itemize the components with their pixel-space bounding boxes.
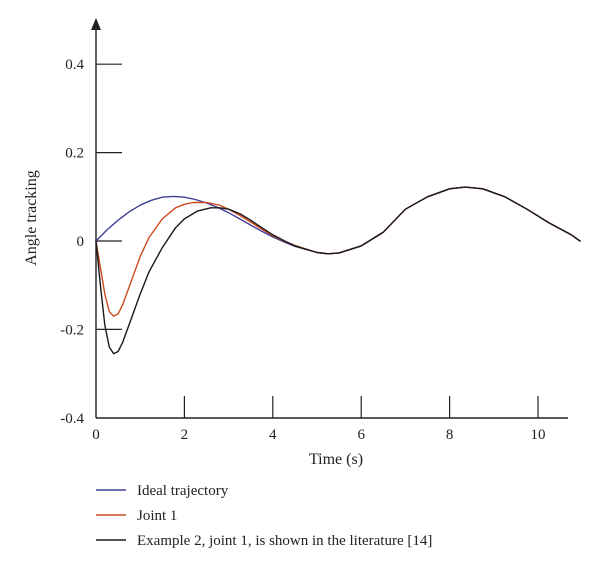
- y-ticks: -0.4 -0.2 0 0.2 0.4: [60, 57, 122, 427]
- x-tick-label: 0: [92, 427, 100, 443]
- x-tick-label: 10: [531, 427, 546, 443]
- x-axis-title: Time (s): [309, 451, 363, 468]
- y-tick-label: 0.2: [65, 146, 84, 162]
- y-tick-label: -0.4: [60, 411, 84, 427]
- series-line-2: [95, 186, 581, 317]
- y-tick-label: 0: [77, 234, 85, 250]
- x-ticks: 0 2 4 6 8 10: [92, 396, 546, 443]
- legend-label: Example 2, joint 1, is shown in the lite…: [137, 533, 432, 549]
- x-tick-label: 2: [181, 427, 189, 443]
- legend-label: Ideal trajectory: [137, 483, 229, 499]
- series-line-1: [95, 186, 581, 255]
- legend-label: Joint 1: [137, 508, 177, 524]
- series-line-3: [95, 186, 581, 355]
- y-tick-label: 0.4: [65, 57, 84, 73]
- y-tick-label: -0.2: [60, 322, 84, 338]
- legend: Ideal trajectory Joint 1 Example 2, joint …: [96, 483, 432, 549]
- series-lines: [95, 186, 581, 355]
- x-tick-label: 4: [269, 427, 277, 443]
- x-tick-label: 6: [357, 427, 365, 443]
- y-axis-title: Angle tracking: [23, 170, 40, 266]
- x-tick-label: 8: [446, 427, 454, 443]
- y-axis-arrow-icon: [91, 18, 101, 30]
